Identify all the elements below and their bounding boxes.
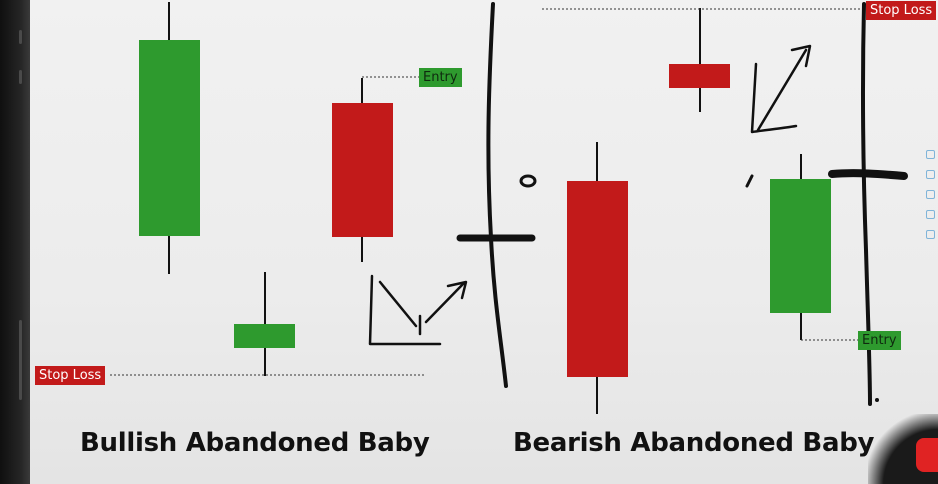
candle-1-body xyxy=(139,40,200,236)
record-indicator-icon xyxy=(916,438,938,472)
candle-3-body xyxy=(332,103,393,237)
candle-2-body xyxy=(234,324,295,348)
ink-dot xyxy=(875,398,879,402)
highlighter-tool-icon[interactable] xyxy=(926,170,935,179)
bearish-stop-loss-label: Stop Loss xyxy=(866,1,937,20)
right-divider-line xyxy=(860,2,872,406)
device-bezel xyxy=(0,0,30,484)
bullish-entry-label: Entry xyxy=(419,68,462,87)
candle-5-body xyxy=(567,181,628,377)
candle-6-body xyxy=(770,179,831,313)
bearish-pattern xyxy=(542,8,866,414)
bullish-pattern xyxy=(110,2,468,376)
candle-4-body xyxy=(669,64,730,88)
handdrawn-arrow xyxy=(368,274,468,346)
gap-tick-mark xyxy=(745,174,754,188)
divider-line xyxy=(486,2,508,388)
eraser-tool-icon[interactable] xyxy=(926,210,935,219)
right-level-mark xyxy=(828,169,908,180)
bullish-stop-loss-label: Stop Loss xyxy=(35,366,106,385)
handdrawn-arrow-2 xyxy=(750,44,812,134)
share-tool-icon[interactable] xyxy=(926,230,935,239)
pen-tool-icon[interactable] xyxy=(926,150,935,159)
shape-tool-icon[interactable] xyxy=(926,190,935,199)
bearish-entry-label: Entry xyxy=(858,331,901,350)
bullish-caption: Bullish Abandoned Baby xyxy=(80,428,430,458)
annotation-tool-strip[interactable] xyxy=(926,150,936,280)
bearish-caption: Bearish Abandoned Baby xyxy=(513,428,875,458)
gap-dot-mark xyxy=(519,174,537,188)
